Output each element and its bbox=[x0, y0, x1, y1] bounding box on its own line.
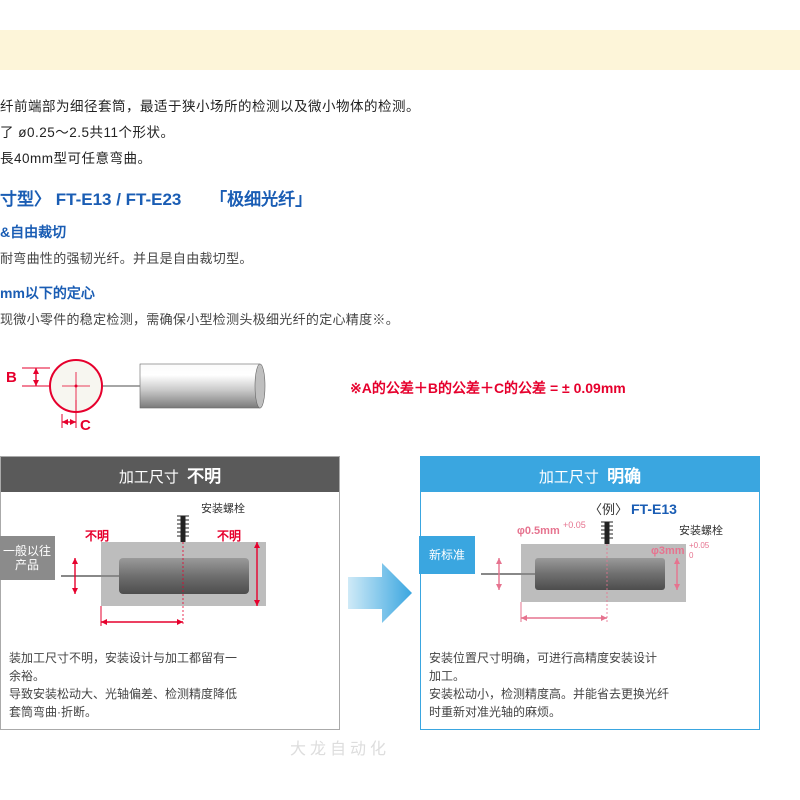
panel-new-header-prefix: 加工尺寸 bbox=[539, 469, 599, 486]
svg-text:安装螺栓: 安装螺栓 bbox=[679, 523, 723, 537]
panel-new-header-em: 明确 bbox=[607, 467, 641, 486]
compare-arrow bbox=[340, 456, 420, 730]
badge-old: 一般以往 产品 bbox=[0, 536, 55, 580]
panel-old-header-prefix: 加工尺寸 bbox=[119, 469, 179, 486]
new-footer-2: 加工。 bbox=[429, 667, 751, 685]
svg-text:不明: 不明 bbox=[217, 529, 241, 543]
compare-panel-new: 加工尺寸 明确 新标准 〈例〉 FT-E13 bbox=[420, 456, 760, 730]
old-footer-4: 套筒弯曲·折断。 bbox=[9, 703, 331, 721]
cream-band bbox=[0, 30, 800, 70]
panel-new-body: 新标准 〈例〉 FT-E13 bbox=[421, 492, 759, 643]
tolerance-diagram-row: B C ※A的公差＋B的公差＋C的公差 = ± 0.09mm bbox=[0, 338, 800, 438]
document-content: 纤前端部为细径套筒，最适于狭小场所的检测以及微小物体的检测。 了 ø0.25～2… bbox=[0, 95, 800, 730]
panel-old-header: 加工尺寸 不明 bbox=[1, 457, 339, 492]
label-c: C bbox=[80, 417, 91, 434]
old-footer-1: 装加工尺寸不明，安装设计与加工都留有一 bbox=[9, 649, 331, 667]
panel-old-body: 一般以往 产品 bbox=[1, 492, 339, 643]
badge-new-text: 新标准 bbox=[429, 548, 465, 562]
svg-text:0: 0 bbox=[689, 551, 694, 560]
feature2-heading: mm以下的定心 bbox=[0, 283, 800, 303]
label-bolt-left: 安装螺栓 bbox=[201, 501, 245, 515]
new-footer-3: 安装松动小，检测精度高。并能省去更换光纤 bbox=[429, 685, 751, 703]
tolerance-diagram: B C bbox=[0, 338, 290, 438]
svg-text:+0.05: +0.05 bbox=[563, 520, 586, 530]
svg-text:φ0.5mm: φ0.5mm bbox=[517, 525, 560, 537]
badge-old-line1: 一般以往 bbox=[3, 544, 51, 558]
arrow-icon bbox=[344, 553, 416, 633]
panel-old-header-em: 不明 bbox=[187, 467, 221, 486]
feature1-heading: &自由裁切 bbox=[0, 222, 800, 242]
new-footer-1: 安装位置尺寸明确，可进行高精度安装设计 bbox=[429, 649, 751, 667]
badge-old-line2: 产品 bbox=[15, 558, 39, 572]
intro-line-3: 長40mm型可任意弯曲。 bbox=[0, 147, 800, 167]
svg-text:φ3mm: φ3mm bbox=[651, 545, 685, 557]
label-b: B bbox=[6, 369, 17, 386]
new-footer-4: 时重新对准光轴的麻烦。 bbox=[429, 703, 751, 721]
panel-old-footer: 装加工尺寸不明，安装设计与加工都留有一 余裕。 导致安装松动大、光轴偏差、检测精… bbox=[1, 643, 339, 729]
tolerance-note: ※A的公差＋B的公差＋C的公差 = ± 0.09mm bbox=[350, 378, 626, 398]
old-footer-2: 余裕。 bbox=[9, 667, 331, 685]
svg-text:FT-E13: FT-E13 bbox=[631, 501, 677, 517]
panel-new-header: 加工尺寸 明确 bbox=[421, 457, 759, 492]
section-suffix: 「极细光纤」 bbox=[210, 190, 312, 209]
feature1-body: 耐弯曲性的强韧光纤。并且是自由裁切型。 bbox=[0, 248, 800, 267]
section-title: 寸型〉 FT-E13 / FT-E23 「极细光纤」 bbox=[0, 185, 800, 210]
badge-new: 新标准 bbox=[419, 536, 475, 574]
compare-panel-old: 加工尺寸 不明 一般以往 产品 bbox=[0, 456, 340, 730]
old-footer-3: 导致安装松动大、光轴偏差、检测精度降低 bbox=[9, 685, 331, 703]
intro-line-1: 纤前端部为细径套筒，最适于狭小场所的检测以及微小物体的检测。 bbox=[0, 95, 800, 115]
comparison-row: 加工尺寸 不明 一般以往 产品 bbox=[0, 456, 800, 730]
section-models: FT-E13 / FT-E23 bbox=[56, 190, 182, 209]
svg-text:〈例〉: 〈例〉 bbox=[589, 502, 628, 517]
watermark: 大龙自动化 bbox=[290, 735, 390, 759]
svg-text:不明: 不明 bbox=[85, 529, 109, 543]
svg-text:+0.05: +0.05 bbox=[689, 541, 710, 550]
intro-line-2: 了 ø0.25～2.5共11个形状。 bbox=[0, 121, 800, 141]
feature2-body: 现微小零件的稳定检测，需确保小型检测头极细光纤的定心精度※。 bbox=[0, 309, 800, 328]
section-prefix: 寸型〉 bbox=[0, 190, 51, 209]
panel-new-footer: 安装位置尺寸明确，可进行高精度安装设计 加工。 安装松动小，检测精度高。并能省去… bbox=[421, 643, 759, 729]
